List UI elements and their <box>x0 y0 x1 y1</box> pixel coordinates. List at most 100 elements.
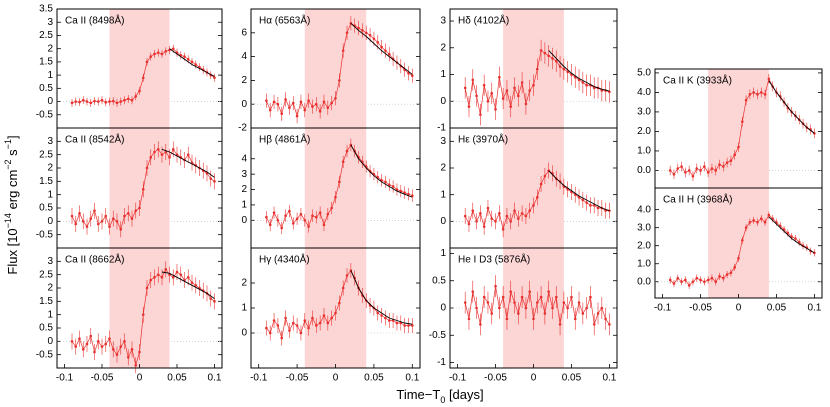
x-tick-label: -0.05 <box>484 373 507 384</box>
y-tick-label: 4 <box>241 51 247 62</box>
y-tick-label: 3.5 <box>39 4 53 15</box>
label-part: −1 <box>3 139 13 149</box>
flare-window <box>109 128 170 248</box>
flare-window <box>708 188 769 298</box>
panel-frame <box>449 247 618 369</box>
y-tick-label: 0.5 <box>39 323 53 334</box>
y-tick-label: 1.5 <box>39 176 53 187</box>
x-tick-label: 0.1 <box>208 373 222 384</box>
panel-label: He I D3 (5876Å) <box>458 253 530 266</box>
y-tick-label: 2 <box>47 163 53 174</box>
y-tick-label: -0.5 <box>429 330 447 341</box>
label-part: ] <box>5 135 20 139</box>
fit-curve <box>350 270 413 325</box>
x-tick-label: 0.05 <box>562 373 582 384</box>
y-tick-label: 3 <box>47 256 53 267</box>
plot-area <box>70 128 216 248</box>
y-tick-label: 2 <box>440 42 446 53</box>
y-tick-label: 4 <box>241 153 247 164</box>
light-curve <box>266 269 413 339</box>
x-axis-label: Time−T0 [days] <box>396 387 483 405</box>
y-tick-label: 2.5 <box>39 30 53 41</box>
light-curve <box>266 22 413 118</box>
label-part: 0 <box>440 395 445 405</box>
y-tick-label: 2 <box>440 163 446 174</box>
x-tick-label: -0.1 <box>449 373 467 384</box>
fit-curve <box>548 170 610 212</box>
light-curve <box>464 170 610 231</box>
panel-label: Hβ (4861Å) <box>259 133 310 146</box>
light-curve <box>71 268 215 366</box>
panel-label: Hγ (4340Å) <box>259 253 310 266</box>
x-tick-label: -0.05 <box>286 373 309 384</box>
fit-curve <box>161 271 215 300</box>
y-tick-label: 1.0 <box>637 258 651 269</box>
y-axis-label: Flux [10−14 erg cm−2 s−1] <box>3 135 20 274</box>
data-point <box>265 99 268 102</box>
panel-label: Ca II K (3933Å) <box>663 74 732 87</box>
light-curve <box>71 48 215 104</box>
x-tick-label: -0.1 <box>56 373 74 384</box>
label-part: s <box>5 149 20 160</box>
panel-frame <box>250 247 421 369</box>
y-tick-label: 1 <box>440 69 446 80</box>
x-tick-label: 0.1 <box>405 373 419 384</box>
y-tick-label: 3 <box>47 17 53 28</box>
panel-label: Hα (6563Å) <box>259 14 310 27</box>
y-tick-label: 1 <box>241 200 247 211</box>
panel-label: Hε (3970Å) <box>458 133 508 146</box>
y-tick-label: -0.5 <box>36 349 54 360</box>
y-tick-label: 0 <box>241 328 247 339</box>
panel-label: Ca II (8542Å) <box>65 133 124 146</box>
plot-area <box>265 248 414 368</box>
panel-label: Hδ (4102Å) <box>458 14 509 27</box>
panel-label: Ca II H (3968Å) <box>663 193 732 206</box>
y-tick-label: 3.0 <box>637 222 651 233</box>
y-tick-label: 0 <box>47 216 53 227</box>
y-tick-label: -0.5 <box>36 109 54 120</box>
y-tick-label: 2 <box>47 283 53 294</box>
y-tick-label: 2 <box>241 184 247 195</box>
y-tick-label: -1 <box>437 123 446 134</box>
x-tick-label: -0.05 <box>689 303 712 314</box>
y-tick-label: 6 <box>241 27 247 38</box>
panel-frame <box>654 187 823 299</box>
y-tick-label: 1.5 <box>39 57 53 68</box>
y-tick-label: 2 <box>47 43 53 54</box>
y-tick-label: 1 <box>47 189 53 200</box>
y-tick-label: 0.0 <box>637 276 651 287</box>
y-tick-label: 5.0 <box>637 68 651 79</box>
y-tick-label: 1 <box>241 303 247 314</box>
fit-curve <box>169 48 215 77</box>
flare-window <box>304 128 367 248</box>
fit-curve <box>768 80 815 134</box>
light-curve <box>266 144 413 229</box>
x-tick-label: -0.1 <box>250 373 268 384</box>
y-tick-label: 0 <box>241 99 247 110</box>
fit-curve <box>768 216 815 254</box>
data-point <box>463 86 467 90</box>
y-tick-label: 0.5 <box>39 203 53 214</box>
label-part: erg cm <box>5 170 20 213</box>
label-part: −14 <box>3 213 13 228</box>
plot-area <box>463 248 611 368</box>
y-tick-label: 4.0 <box>637 87 651 98</box>
flare-window <box>304 9 367 128</box>
y-tick-label: 2.0 <box>637 240 651 251</box>
y-tick-label: 3 <box>440 136 446 147</box>
panel-label: Ca II (8498Å) <box>65 14 124 27</box>
x-tick-label: 0 <box>531 373 537 384</box>
x-tick-label: -0.05 <box>91 373 114 384</box>
y-tick-label: 1.0 <box>637 146 651 157</box>
fit-curve <box>350 22 413 75</box>
fit-curve <box>161 148 215 178</box>
x-tick-label: 0.05 <box>167 373 187 384</box>
x-tick-label: 0 <box>333 373 339 384</box>
y-tick-label: -2 <box>238 123 247 134</box>
x-tick-label: -0.1 <box>654 303 672 314</box>
y-tick-label: 0 <box>241 215 247 226</box>
plot-area <box>265 128 414 248</box>
y-tick-label: 0 <box>47 96 53 107</box>
x-tick-label: 0.05 <box>767 303 787 314</box>
